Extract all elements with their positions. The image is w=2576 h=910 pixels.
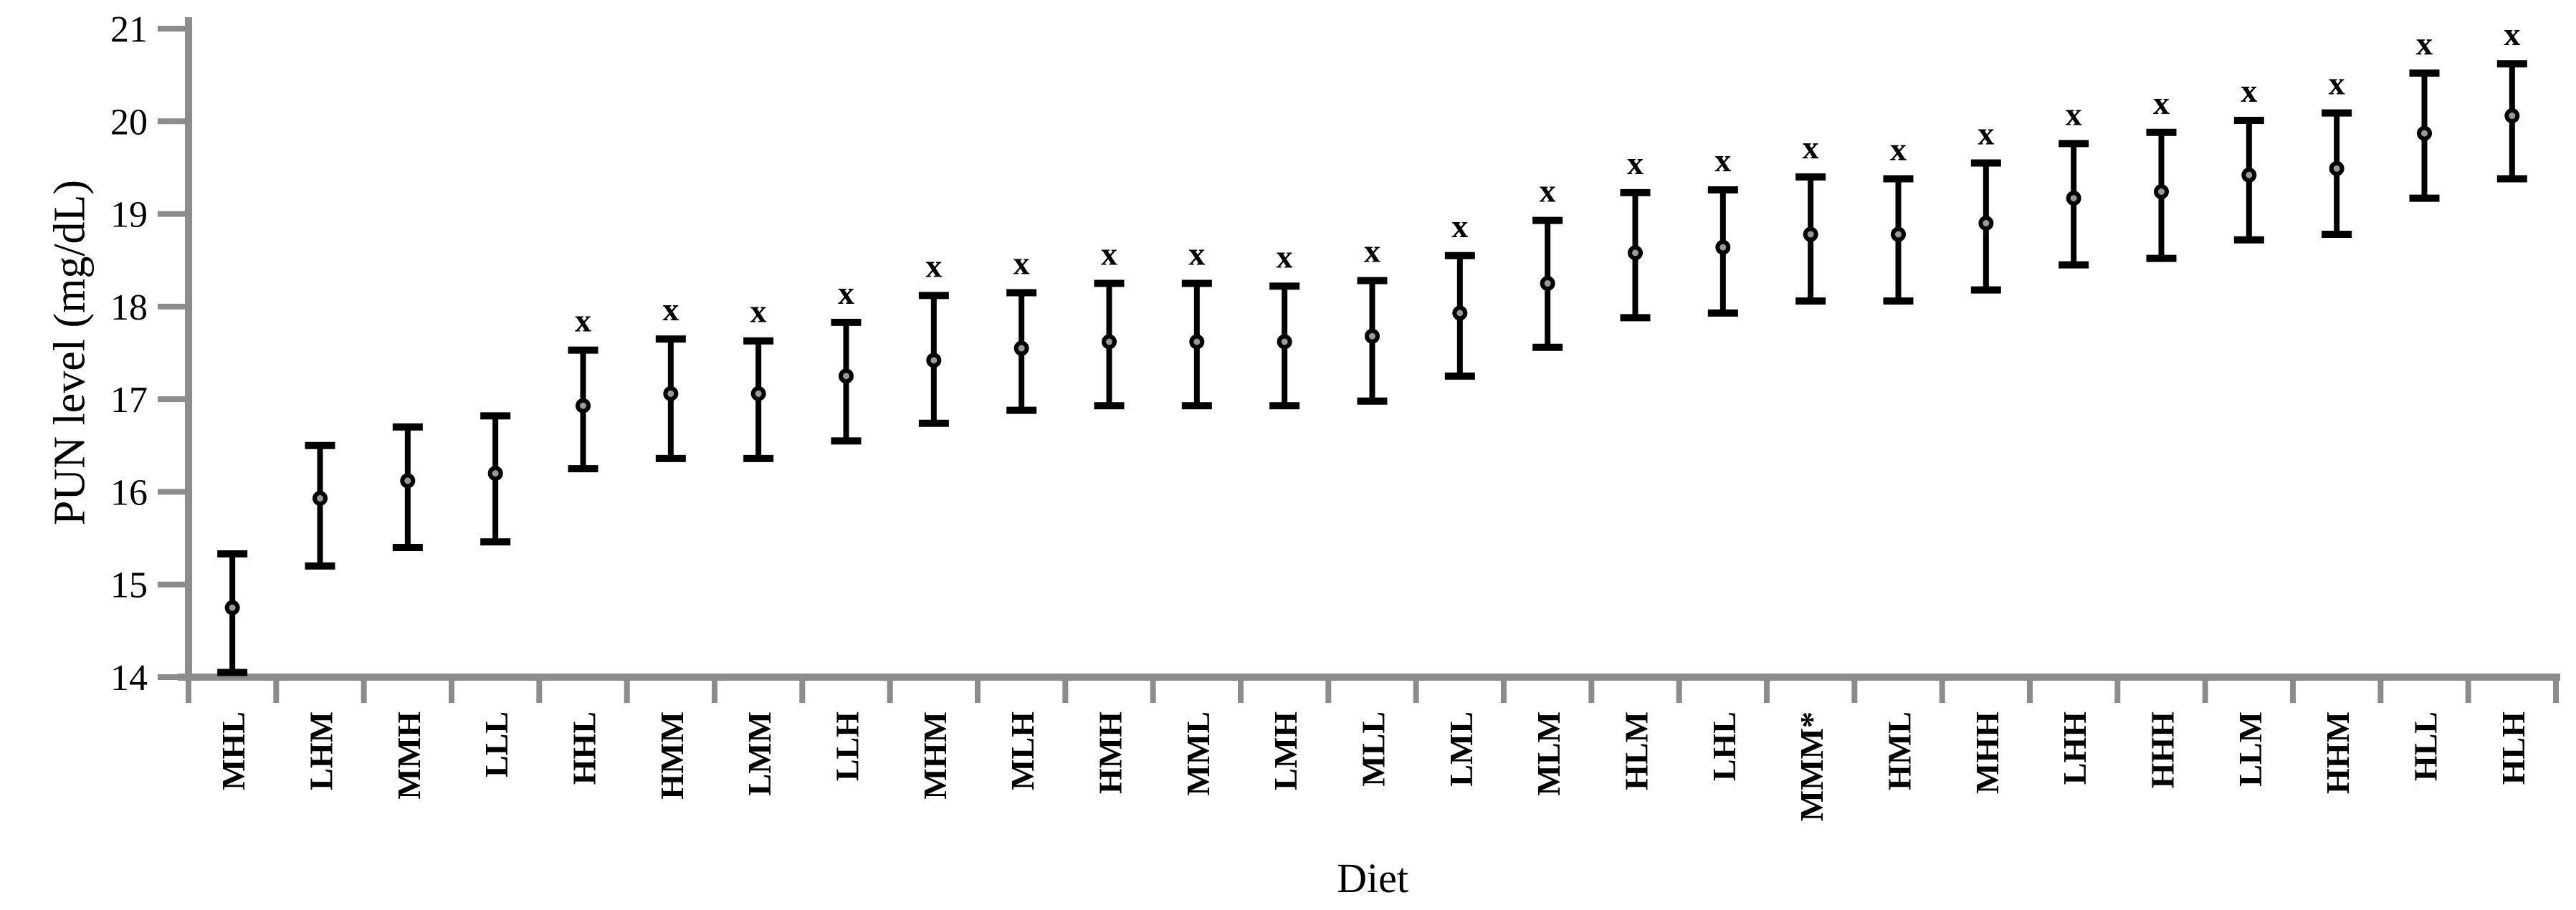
data-point xyxy=(663,385,679,401)
x-category-label: MMH xyxy=(391,712,427,800)
data-point xyxy=(1102,334,1117,350)
significance-marker: x xyxy=(1627,145,1644,181)
data-point xyxy=(1452,305,1468,321)
y-tick-label: 20 xyxy=(110,102,148,143)
data-point xyxy=(1628,245,1643,261)
x-category-label: HLH xyxy=(2495,712,2532,785)
x-category-label: HHM xyxy=(2319,712,2356,794)
data-point xyxy=(1978,216,1994,231)
data-point xyxy=(2329,161,2344,176)
data-point xyxy=(2066,191,2081,206)
data-point xyxy=(313,490,328,506)
significance-marker: x xyxy=(750,293,767,330)
x-category-label: HML xyxy=(1881,712,1918,790)
significance-marker: x xyxy=(838,274,854,311)
x-category-label: HMH xyxy=(1092,712,1129,794)
data-point xyxy=(1365,328,1380,344)
x-category-label: HLM xyxy=(1618,712,1655,790)
significance-marker: x xyxy=(2066,95,2082,132)
y-tick-label: 15 xyxy=(110,565,148,606)
data-point xyxy=(2417,125,2432,141)
x-category-label: LHH xyxy=(2056,712,2093,785)
data-point xyxy=(400,473,416,489)
x-category-label: MLH xyxy=(1004,712,1041,790)
significance-marker: x xyxy=(575,302,591,339)
y-tick-label: 17 xyxy=(110,380,148,421)
significance-marker: x xyxy=(662,291,679,327)
data-point xyxy=(1540,276,1555,292)
x-category-label: LHL xyxy=(1706,712,1742,781)
y-tick-label: 14 xyxy=(110,658,148,699)
data-point xyxy=(1891,226,1906,242)
x-category-label: MLM xyxy=(1530,712,1567,796)
data-point xyxy=(224,600,240,616)
x-category-label: LMM xyxy=(741,712,778,796)
data-point xyxy=(750,385,766,401)
significance-marker: x xyxy=(1277,238,1293,274)
data-point xyxy=(1189,334,1205,350)
y-tick-label: 16 xyxy=(110,472,148,513)
data-point xyxy=(2504,108,2520,124)
data-point xyxy=(2154,184,2169,200)
significance-marker: x xyxy=(1540,173,1556,209)
data-point xyxy=(839,368,854,384)
x-category-label: MLL xyxy=(1355,712,1392,787)
significance-marker: x xyxy=(1714,142,1731,178)
data-point xyxy=(2241,167,2257,183)
significance-marker: x xyxy=(2504,16,2520,52)
y-axis-title: PUN level (mg/dL) xyxy=(45,179,95,526)
x-category-label: HHH xyxy=(2145,712,2181,789)
y-tick-label: 21 xyxy=(110,9,148,50)
significance-marker: x xyxy=(1013,244,1030,281)
x-category-label: HMM xyxy=(654,712,690,800)
x-category-label: MML xyxy=(1180,712,1216,796)
y-tick-label: 19 xyxy=(110,195,148,236)
data-point xyxy=(926,353,942,368)
significance-marker: x xyxy=(2153,85,2170,121)
significance-marker: x xyxy=(2329,65,2345,102)
x-category-label: LML xyxy=(1443,712,1479,787)
x-category-label: LLM xyxy=(2232,712,2269,787)
significance-marker: x xyxy=(1364,233,1380,269)
significance-marker: x xyxy=(925,247,942,284)
x-category-label: LLH xyxy=(829,712,866,781)
significance-marker: x xyxy=(1890,130,1907,167)
x-category-label: MHH xyxy=(1969,712,2005,794)
significance-marker: x xyxy=(1101,236,1117,272)
data-point xyxy=(1013,340,1029,356)
x-category-label: HHL xyxy=(566,712,603,785)
x-category-label: LHM xyxy=(303,712,340,790)
x-category-label: LMH xyxy=(1267,712,1304,790)
x-category-label: MMM* xyxy=(1793,712,1830,821)
significance-marker: x xyxy=(2241,72,2257,109)
significance-marker: x xyxy=(1978,115,1994,151)
x-category-label: MHL xyxy=(215,712,252,790)
data-point xyxy=(1277,334,1292,350)
x-category-label: MHM xyxy=(917,712,953,800)
data-point xyxy=(576,398,591,413)
x-category-label: HLL xyxy=(2408,712,2444,781)
significance-marker: x xyxy=(1451,208,1468,244)
significance-marker: x xyxy=(1803,129,1819,166)
data-point xyxy=(487,466,503,482)
significance-marker: x xyxy=(2416,25,2433,62)
data-point xyxy=(1715,239,1731,255)
significance-marker: x xyxy=(1188,236,1205,272)
data-point xyxy=(1803,226,1818,242)
x-axis-title: Diet xyxy=(1337,855,1408,901)
y-tick-label: 18 xyxy=(110,287,148,328)
x-category-label: LLL xyxy=(478,712,515,777)
